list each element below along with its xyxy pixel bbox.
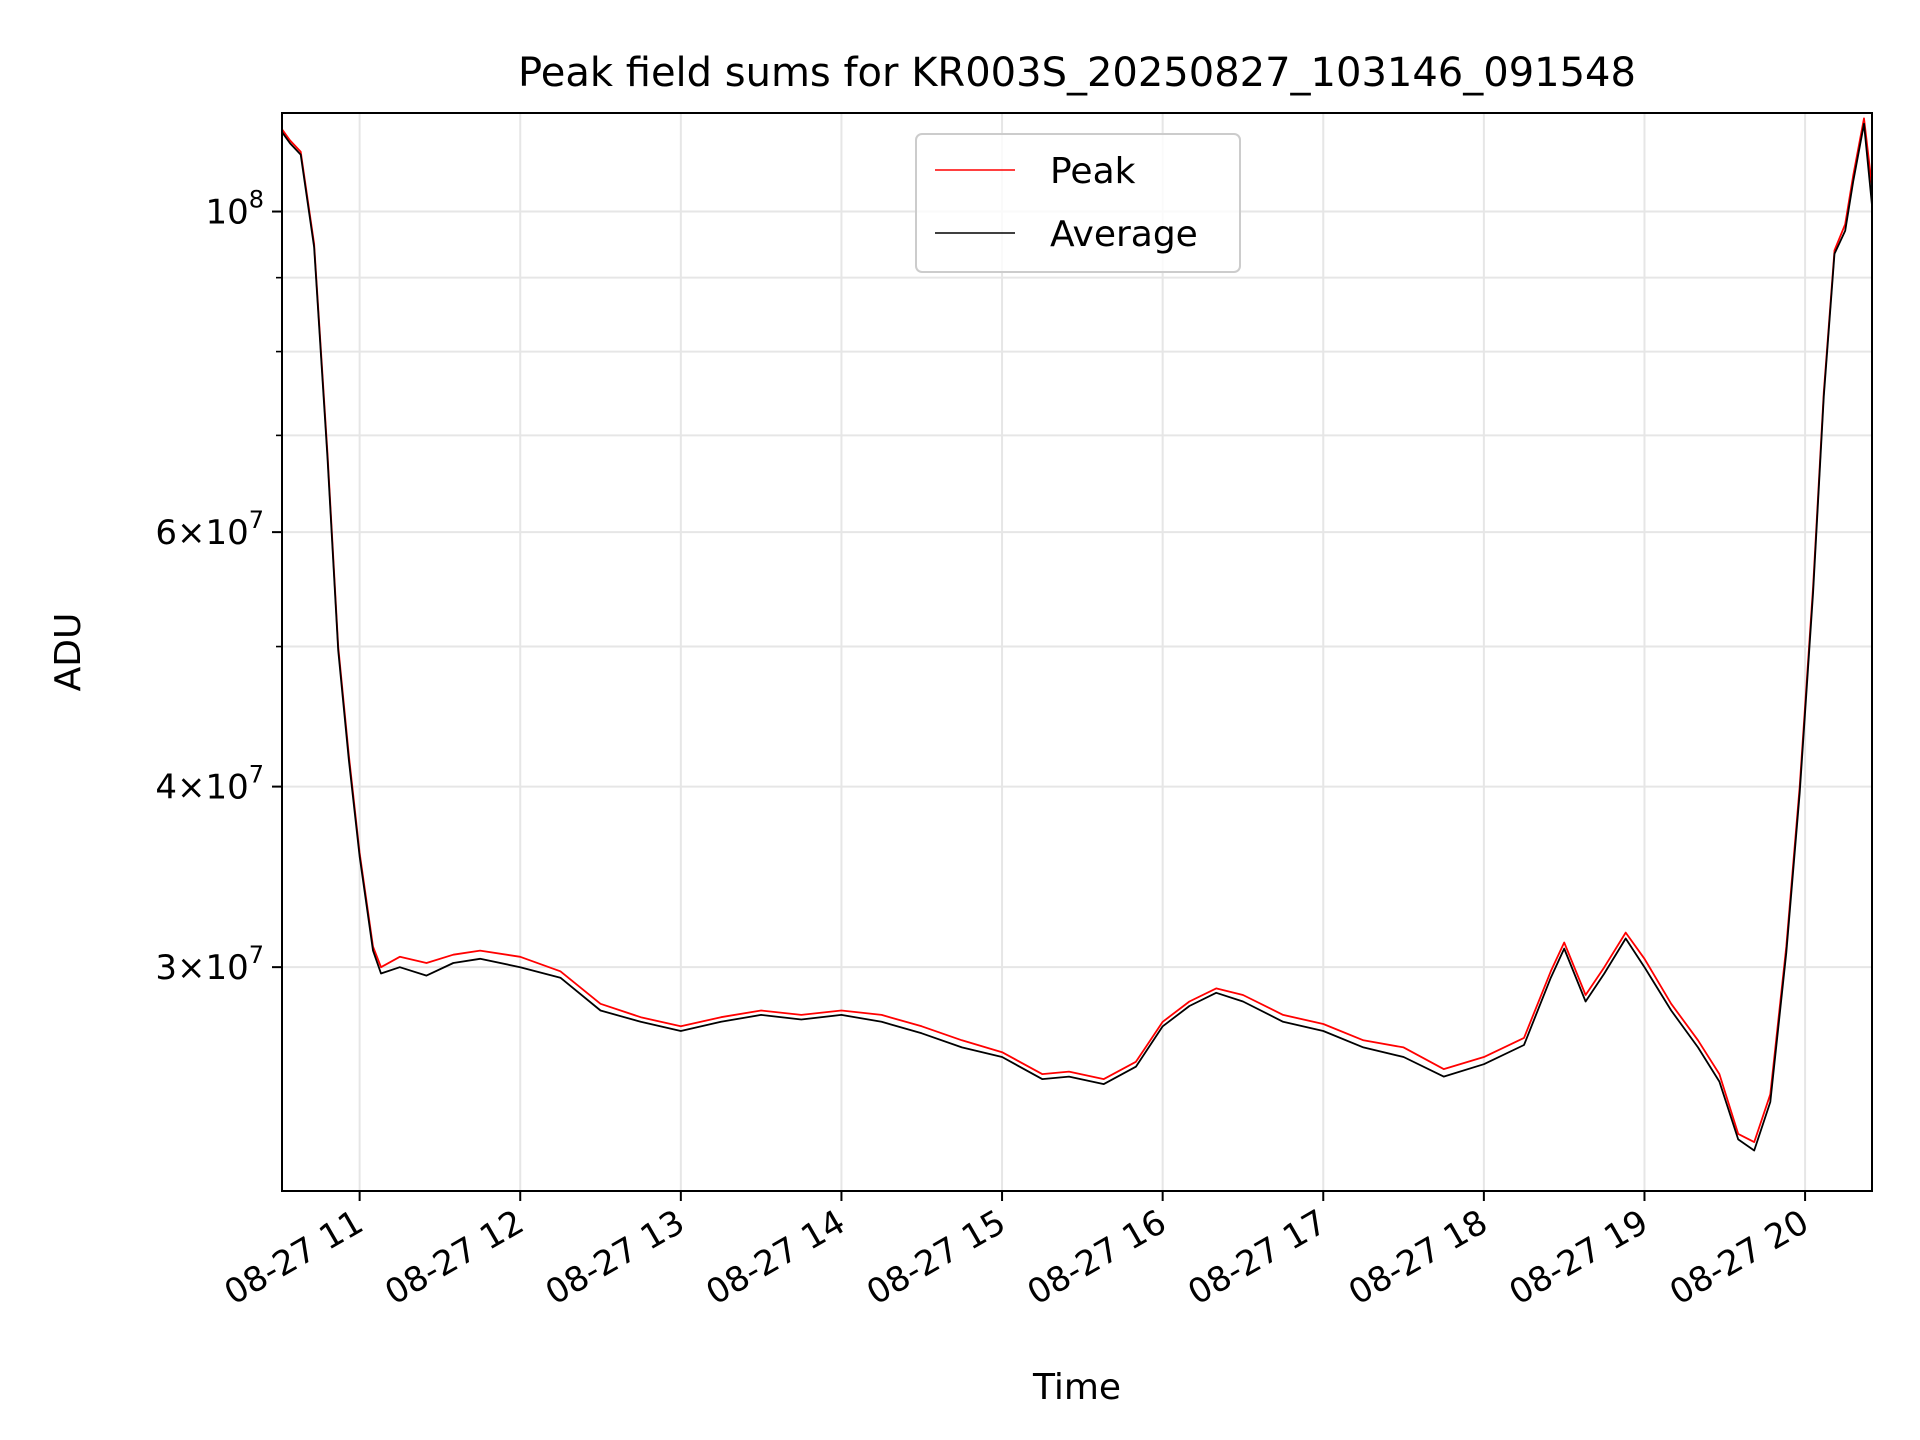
x-axis-label: Time: [1032, 1367, 1121, 1408]
y-tick-label: 3×107: [155, 941, 264, 988]
y-axis-label: ADU: [48, 613, 89, 692]
y-tick-base: 4×10: [155, 768, 248, 808]
legend: Peak Average: [915, 133, 1241, 273]
y-tick-base: 10: [205, 193, 248, 233]
y-tick-base: 3×10: [155, 948, 248, 988]
y-tick-label: 4×107: [155, 761, 264, 808]
y-tick-exponent: 8: [249, 186, 264, 214]
series-line-average: [282, 122, 1872, 1152]
y-tick-exponent: 7: [249, 941, 264, 969]
y-tick-exponent: 7: [249, 761, 264, 789]
series-line-peak: [282, 117, 1872, 1143]
y-tick-label: 108: [205, 186, 264, 233]
y-tick-base: 6×10: [155, 513, 248, 553]
legend-label-peak: Peak: [1050, 151, 1136, 192]
y-tick-exponent: 7: [249, 506, 264, 534]
plot-lines: [282, 117, 1872, 1152]
y-tick-label: 6×107: [155, 506, 264, 553]
legend-label-average: Average: [1050, 214, 1198, 255]
plot-frame: [281, 112, 1873, 1192]
chart-title: Peak field sums for KR003S_20250827_1031…: [518, 50, 1636, 96]
legend-box: [915, 133, 1241, 273]
